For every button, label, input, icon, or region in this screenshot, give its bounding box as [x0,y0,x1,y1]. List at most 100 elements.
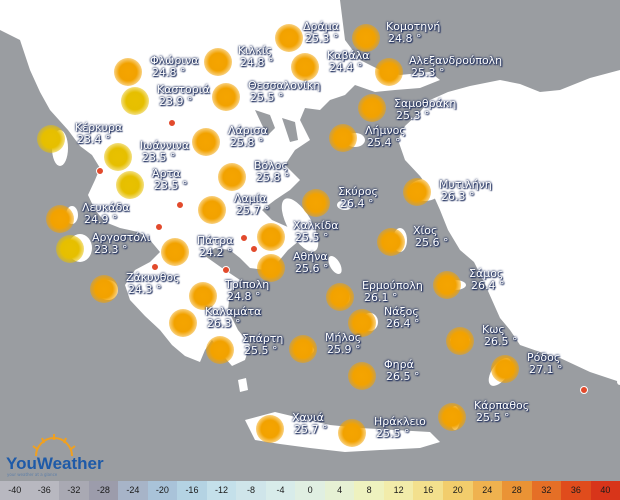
city-label[interactable]: Φλώρινα 24.8 ° [150,55,198,79]
scale-label: 4 [337,485,343,495]
city-label[interactable]: Αργοστόλι 23.3 ° [92,232,150,256]
city-label[interactable]: Ερμούπολη 26.1 ° [362,280,423,304]
sun-icon [198,196,226,224]
city-name: Μυτιλήνη [439,178,492,191]
city-label[interactable]: Ιωάννινα 23.5 ° [140,140,189,164]
city-name: Νάξος [384,305,419,318]
scale-step: -20 [147,481,178,500]
city-label[interactable]: Σάμος 26.4 ° [469,268,505,292]
scale-label: -32 [67,485,81,495]
city-label[interactable]: Χαλκίδα 25.5 ° [293,220,338,244]
city-label[interactable]: Κάρπαθος 25.5 ° [474,400,529,424]
city-label[interactable]: Χανιά 25.7 ° [292,412,328,436]
city-name: Θεσσαλονίκη [248,79,321,92]
sun-icon [348,362,376,390]
city-temperature: 24.8 ° [240,56,274,69]
city-label[interactable]: Αλεξανδρούπολη 25.3 ° [409,55,502,79]
city-label[interactable]: Καλαμάτα 26.3 ° [205,306,261,330]
scale-label: -28 [96,485,110,495]
city-label[interactable]: Χίος 25.6 ° [413,225,449,249]
city-label[interactable]: Σαμοθράκη 25.3 ° [394,98,456,122]
city-label[interactable]: Καστοριά 23.9 ° [157,84,210,108]
city-label[interactable]: Κιλκίς 24.8 ° [238,45,274,69]
island-andros [328,255,342,275]
city-label[interactable]: Πάτρα 24.2 ° [197,235,233,259]
city-temperature: 23.5 ° [154,179,188,192]
city-name: Σπάρτη [242,332,284,345]
sun-icon [161,238,189,266]
logo-tagline: your weather at a glance [7,472,58,477]
sun-icon [375,58,403,86]
scale-step: -24 [118,481,148,500]
sun-icon [206,336,234,364]
sun-icon [329,124,357,152]
sun-icon [116,171,144,199]
city-label[interactable]: Φηρά 26.5 ° [384,359,420,383]
station-dot [580,386,588,394]
city-label[interactable]: Κως 26.5 ° [482,324,518,348]
scale-label: -12 [214,485,228,495]
sun-icon [121,87,149,115]
city-label[interactable]: Αθήνα 25.6 ° [293,251,329,275]
sun-icon [291,53,319,81]
scale-step: 8 [354,481,384,500]
sun-icon [37,125,65,153]
city-label[interactable]: Μήλος 25.9 ° [325,332,361,356]
city-name: Σαμοθράκη [394,97,457,110]
city-label[interactable]: Ρόδος 27.1 ° [527,352,563,376]
city-temperature: 25.3 ° [411,66,445,79]
city-label[interactable]: Κομοτηνή 24.8 ° [386,21,440,45]
city-label[interactable]: Λαμία 25.7 ° [234,193,270,217]
city-label[interactable]: Τρίπολη 24.8 ° [225,279,269,303]
city-label[interactable]: Λάρισα 25.8 ° [228,125,268,149]
logo-sun-icon [32,434,76,457]
city-label[interactable]: Νάξος 26.4 ° [384,306,420,330]
city-label[interactable]: Βόλος 25.8 ° [254,160,290,184]
scale-label: -8 [247,485,256,495]
city-name: Λαμία [234,192,267,205]
city-label[interactable]: Ζάκυνθος 24.3 ° [126,272,180,296]
sun-icon [114,58,142,86]
scale-step: 32 [531,481,562,500]
city-name: Χανιά [292,411,324,424]
city-name: Σκύρος [338,185,378,198]
city-temperature: 26.4 ° [471,279,505,292]
city-label[interactable]: Λευκάδα 24.9 ° [82,202,130,226]
city-temperature: 26.3 ° [441,190,475,203]
city-name: Καστοριά [157,83,210,96]
city-label[interactable]: Θεσσαλονίκη 25.5 ° [248,80,320,104]
city-temperature: 26.4 ° [386,317,420,330]
city-label[interactable]: Μυτιλήνη 26.3 ° [439,179,492,203]
sun-icon [104,143,132,171]
scale-label: 24 [482,485,493,495]
city-temperature: 25.3 ° [305,32,339,45]
city-label[interactable]: Καβάλα 24.4 ° [327,50,370,74]
sun-icon [212,83,240,111]
city-label[interactable]: Δράμα 25.3 ° [303,21,339,45]
city-temperature: 26.5 ° [484,335,518,348]
city-label[interactable]: Κέρκυρα 23.4 ° [75,122,122,146]
island-evia [281,198,319,252]
scale-step: 16 [413,481,443,500]
scale-label: -20 [155,485,169,495]
island-thasos [308,85,322,95]
station-dot [151,263,159,271]
city-label[interactable]: Σπάρτη 25.5 ° [242,333,283,357]
city-label[interactable]: Σκύρος 26.4 ° [338,186,378,210]
scale-step: 40 [590,481,620,500]
city-label[interactable]: Ηράκλειο 25.5 ° [374,416,426,440]
sun-icon [256,415,284,443]
city-temperature: 23.3 ° [94,243,128,256]
city-temperature: 25.9 ° [327,343,361,356]
scale-step: -28 [88,481,119,500]
city-name: Άρτα [152,167,181,180]
city-label[interactable]: Λήμνος 25.4 ° [365,125,406,149]
city-temperature: 27.1 ° [529,363,563,376]
city-temperature: 25.5 ° [295,231,329,244]
city-label[interactable]: Άρτα 23.5 ° [152,168,188,192]
sun-icon [257,223,285,251]
city-temperature: 26.1 ° [364,291,398,304]
city-name: Ιωάννινα [140,139,190,152]
sun-icon [189,282,217,310]
city-temperature: 26.4 ° [340,197,374,210]
